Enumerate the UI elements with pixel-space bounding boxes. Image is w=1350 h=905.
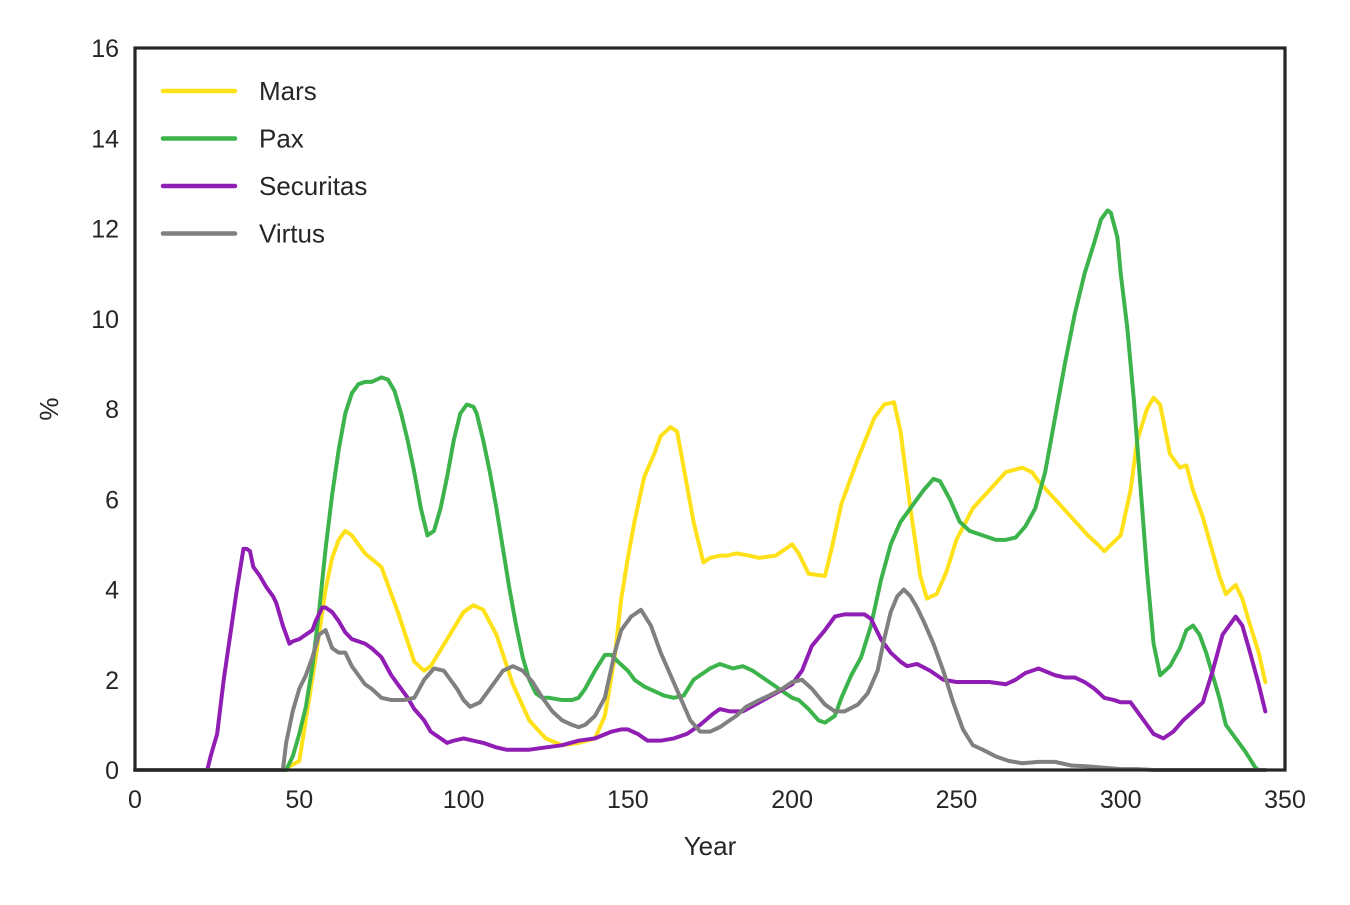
plot-frame xyxy=(133,46,1287,772)
legend: Mars Pax Securitas Virtus xyxy=(160,76,367,249)
series-line-pax xyxy=(133,208,1261,772)
y-axis-title: % xyxy=(34,397,64,420)
y-tick-label: 12 xyxy=(91,216,119,244)
y-tick-label: 10 xyxy=(91,306,119,334)
x-axis-title: Year xyxy=(684,831,737,861)
x-tick-label: 350 xyxy=(1264,786,1306,814)
legend-label-virtus: Virtus xyxy=(259,219,325,249)
series-line-virtus xyxy=(133,587,1268,772)
x-tick-label: 0 xyxy=(128,786,142,814)
legend-label-securitas: Securitas xyxy=(259,171,367,201)
y-tick-label: 8 xyxy=(105,396,119,424)
series-line-mars xyxy=(133,395,1268,772)
y-tick-label: 14 xyxy=(91,125,119,153)
x-tick-label: 50 xyxy=(285,786,313,814)
x-tick-label: 300 xyxy=(1100,786,1142,814)
x-tick-label: 250 xyxy=(936,786,978,814)
axis-ticks: 0 50 100 150 200 250 300 350 0 2 4 6 8 10 12 14 16 xyxy=(91,35,1306,814)
x-tick-label: 100 xyxy=(443,786,485,814)
y-tick-label: 16 xyxy=(91,35,119,63)
y-tick-label: 0 xyxy=(105,757,119,785)
x-tick-label: 200 xyxy=(771,786,813,814)
series-line-securitas xyxy=(133,546,1268,772)
x-tick-label: 150 xyxy=(607,786,649,814)
y-tick-label: 2 xyxy=(105,667,119,695)
y-tick-label: 4 xyxy=(105,577,119,605)
series-layer xyxy=(133,208,1268,772)
legend-label-pax: Pax xyxy=(259,124,304,154)
legend-label-mars: Mars xyxy=(259,76,317,106)
y-tick-label: 6 xyxy=(105,486,119,514)
